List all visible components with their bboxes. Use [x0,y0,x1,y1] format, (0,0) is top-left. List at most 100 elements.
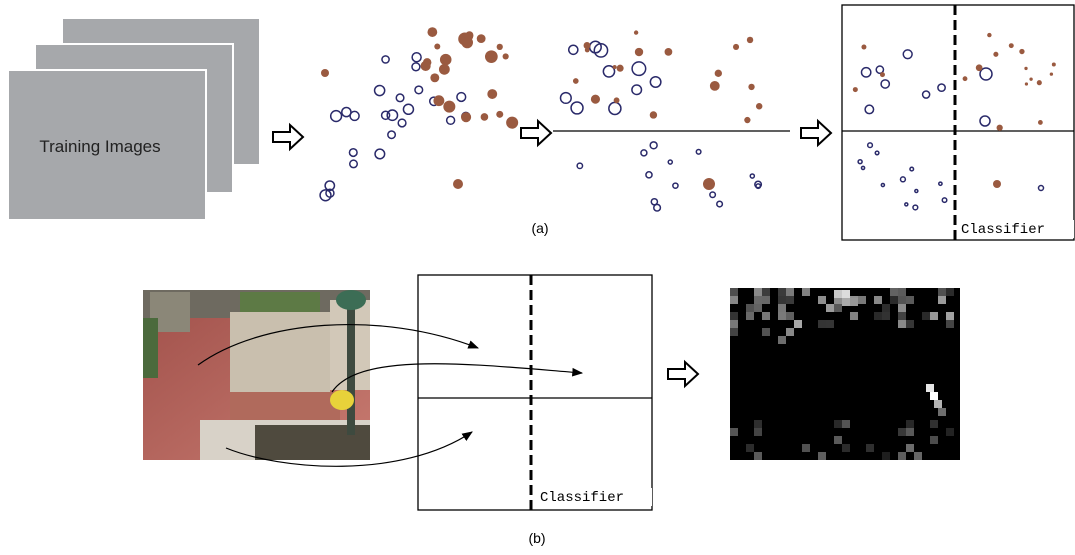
sample-negative [938,84,945,91]
sample-negative [650,142,657,149]
sample-negative [382,111,390,119]
heat-cell [946,320,954,328]
sample-negative [942,198,947,203]
heat-cell [898,428,906,436]
heat-cell [730,296,738,304]
sample-positive [744,117,750,123]
sample-positive [503,53,509,59]
sample-positive [733,44,739,50]
heat-cell [882,304,890,312]
heat-cell [926,384,934,392]
classifier-label: Classifier [540,490,624,506]
sample-positive [747,37,753,43]
heat-cell [786,296,794,304]
sample-positive [880,72,885,77]
sample-negative [569,45,578,54]
sample-positive [1050,72,1053,75]
heat-cell [754,428,762,436]
sample-positive [1025,82,1028,85]
sample-positive [710,81,720,91]
heat-cell [890,288,898,296]
sample-negative [696,150,701,155]
sample-positive [853,87,858,92]
heat-cell [730,428,738,436]
heat-cell [906,420,914,428]
sample-negative [447,116,455,124]
heat-cell [834,304,842,312]
heat-cell [786,288,794,296]
block-arrow [273,125,303,149]
sample-negative [457,93,466,102]
sample-positive [434,43,440,49]
heat-cell [874,312,882,320]
block-arrow [521,121,551,145]
sample-negative [868,143,873,148]
heat-cell [850,312,858,320]
sample-negative [650,77,661,88]
heat-cell [914,452,922,460]
sample-positive [439,64,450,75]
sample-positive [461,112,471,122]
sample-positive [703,178,715,190]
sample-positive [1038,120,1043,125]
sample-negative [865,105,873,113]
heat-cell [930,436,938,444]
heat-cell [786,328,794,336]
sample-negative [375,85,385,95]
heat-cell [842,420,850,428]
sample-negative [910,167,914,171]
sample-positive [427,27,437,37]
heat-cell [794,320,802,328]
sample-positive [861,45,866,50]
image-stack: Training Images [8,18,260,220]
block-arrow [668,362,698,386]
heat-cell [746,312,754,320]
heat-cell [826,320,834,328]
heat-cell [834,420,842,428]
sample-positive [496,111,503,118]
sample-negative [632,85,642,95]
heat-cell [754,452,762,460]
sample-negative [756,184,760,188]
heat-cell [938,408,946,416]
sample-negative [905,203,908,206]
sample-negative [320,190,331,201]
sample-positive [497,44,503,50]
sample-negative [382,56,389,63]
sample-negative [577,163,582,168]
sample-negative [881,80,889,88]
sample-negative [412,63,420,71]
sample-positive [634,30,638,34]
sample-positive [1024,67,1027,70]
heat-cell [842,298,850,306]
sample-positive [987,33,991,37]
heat-cell [762,296,770,304]
heat-cell [762,288,770,296]
sample-positive [477,34,486,43]
sample-positive [665,48,673,56]
heat-cell [866,444,874,452]
heat-cell [802,444,810,452]
sample-positive [443,101,455,113]
heat-cell [906,320,914,328]
sample-positive [976,64,983,71]
heat-cell [906,444,914,452]
photo [143,290,370,460]
sample-negative [403,104,413,114]
sample-positive [421,61,431,71]
sample-positive [453,179,463,189]
sample-negative [571,102,583,114]
heat-cell [882,452,890,460]
sample-negative [350,160,358,168]
heat-cell [934,400,942,408]
heat-cell [818,296,826,304]
caption: (a) [531,220,548,236]
sample-negative [710,192,716,198]
heat-cell [922,312,930,320]
sample-negative [560,93,571,104]
sample-negative [717,201,723,207]
sample-positive [430,73,439,82]
sample-positive [993,52,998,57]
sample-negative [396,94,404,102]
heat-cell [834,290,842,298]
